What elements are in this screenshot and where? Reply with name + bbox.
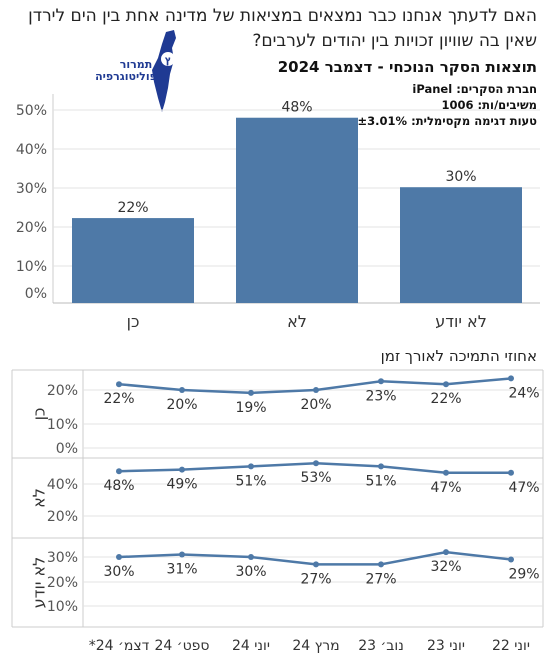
logo: ץ תמרור פוליטוגרפיה [95, 30, 176, 112]
series-point [116, 381, 122, 388]
meta-error: טעות דגימה מקסימלית: ±3.01% [357, 114, 537, 128]
series-point [179, 466, 185, 473]
point-label: 22% [103, 391, 134, 407]
point-label: 23% [365, 388, 396, 404]
bar [236, 117, 358, 303]
series-point [179, 387, 185, 393]
point-label: 53% [300, 470, 331, 486]
series-point [248, 554, 254, 560]
point-label: 48% [103, 478, 134, 494]
svg-text:ץ: ץ [165, 55, 172, 66]
series-point [443, 381, 449, 388]
series-point [313, 460, 319, 467]
y-tick-label: 20% [47, 383, 78, 399]
y-tick-label: 10% [47, 417, 78, 433]
series-line [118, 377, 512, 395]
trend-title: אחוזי התמיכה לאורך זמן [380, 347, 537, 365]
point-label: 30% [235, 564, 266, 580]
series-point [508, 375, 514, 382]
series-point [313, 561, 319, 568]
y-tick-label: 50% [16, 103, 47, 119]
series-point [116, 554, 122, 560]
y-tick-label: 40% [47, 477, 78, 493]
point-label: 29% [508, 566, 539, 582]
series-point [179, 551, 185, 558]
category-label: כן [127, 312, 140, 331]
y-tick-label: 40% [16, 142, 47, 158]
series-point [443, 469, 449, 476]
bar-value-label: 22% [117, 200, 148, 216]
series-line [118, 550, 512, 566]
series-point [443, 549, 449, 556]
point-label: 32% [430, 559, 461, 575]
point-label: 22% [430, 391, 461, 407]
series-point [378, 463, 384, 470]
survey-question: האם לדעתך אנחנו כבר נמצאים במציאות של מד… [28, 6, 537, 51]
series-point [508, 556, 514, 563]
y-tick-label: 0% [56, 441, 78, 457]
series-point [116, 468, 122, 475]
point-label: 20% [166, 397, 197, 413]
bar-value-label: 48% [281, 100, 312, 116]
y-tick-label: 20% [16, 220, 47, 236]
bar [400, 187, 522, 303]
meta-company: חברת הסקרים: iPanel [412, 82, 537, 96]
point-label: 51% [365, 473, 396, 489]
meta-respondents: משיבים/ות: 1006 [441, 98, 537, 112]
point-label: 31% [166, 562, 197, 578]
bar [72, 218, 194, 303]
y-tick-label: 20% [47, 509, 78, 525]
category-label: לא [287, 312, 307, 331]
x-tick-label: נוב׳ 23 [358, 638, 404, 654]
x-tick-label: דצמ׳ 24* [89, 638, 150, 654]
y-tick-label: 30% [16, 181, 47, 197]
point-label: 47% [430, 480, 461, 496]
y-tick-label: 10% [47, 599, 78, 615]
point-label: 49% [166, 477, 197, 493]
x-tick-label: יוני 22 [492, 638, 530, 654]
y-tick-label: 30% [47, 550, 78, 566]
x-tick-label: מרץ 24 [292, 638, 339, 654]
series-point [248, 463, 254, 470]
series-point [378, 561, 384, 568]
category-label: לא יודע [435, 312, 487, 331]
point-label: 24% [508, 385, 539, 401]
series-point [313, 387, 319, 393]
point-label: 27% [300, 571, 331, 587]
x-tick-label: ספט׳ 24 [154, 638, 209, 654]
row-label: כן [30, 408, 49, 421]
israel-map-icon [152, 30, 176, 112]
series-line [118, 461, 511, 475]
point-label: 47% [508, 480, 539, 496]
y-tick-label: 0% [25, 286, 47, 302]
point-label: 30% [103, 564, 134, 580]
x-tick-label: יוני 23 [427, 638, 465, 654]
bar-value-label: 30% [445, 169, 476, 185]
series-point [508, 469, 514, 476]
bar-chart: 0% 10% 20% 30% 40% 50% 22% כן 48% לא 30% לא יודע [16, 94, 540, 331]
row-label: לא יודע [30, 557, 49, 609]
point-label: 20% [300, 397, 331, 413]
y-tick-label: 10% [16, 259, 47, 275]
x-tick-label: יוני 24 [232, 638, 270, 654]
point-label: 27% [365, 571, 396, 587]
logo-text-1: תמרור [120, 58, 153, 71]
y-tick-label: 20% [47, 575, 78, 591]
series-point [378, 378, 384, 385]
point-label: 51% [235, 473, 266, 489]
survey-subtitle: תוצאות הסקר הנוכחי - דצמבר 2024 [277, 58, 537, 76]
logo-text-2: פוליטוגרפיה [95, 70, 157, 83]
series-point [248, 389, 254, 396]
point-label: 19% [235, 400, 266, 416]
row-label: לא [30, 488, 49, 508]
